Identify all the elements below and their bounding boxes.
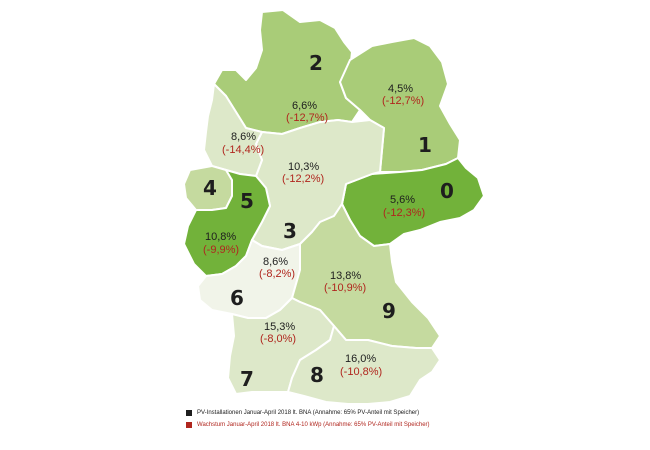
region-8-growth: (-10,8%) [340,366,382,378]
region-0-growth: (-12,3%) [383,207,425,219]
region-2-number: 2 [309,51,323,75]
region-6-number: 6 [230,286,244,310]
region-3-share: 10,3% [288,161,319,173]
region-1-growth: (-12,7%) [382,95,424,107]
region-0-number: 0 [440,179,454,203]
legend-item-installations: PV-Installationen Januar-April 2018 lt. … [186,410,419,416]
region-1-number: 1 [418,133,432,157]
region-2-share: 6,6% [292,100,317,112]
region-9-number: 9 [382,299,396,323]
legend-label-installations: PV-Installationen Januar-April 2018 lt. … [197,410,420,416]
legend-red-swatch [186,422,192,428]
region-7-share: 15,3% [264,321,295,333]
region-3-number: 3 [283,219,297,243]
region-8 [287,325,441,405]
region-6-share: 8,6% [263,256,288,268]
region-8-number: 8 [310,363,324,387]
region-7-number: 7 [240,367,254,391]
region-3-growth: (-12,2%) [282,173,324,185]
region-7-growth: (-8,0%) [260,333,296,345]
region-8-share: 16,0% [345,353,376,365]
region-5-growth: (-9,9%) [203,244,239,256]
legend-item-growth: Wachstum Januar-April 2018 lt. BNA 4-10 … [186,422,430,428]
legend-black-swatch [186,410,192,416]
legend-label-growth: Wachstum Januar-April 2018 lt. BNA 4-10 … [197,422,430,428]
region-nw-growth: (-14,4%) [222,144,264,156]
region-nw-share: 8,6% [231,131,256,143]
region-9-share: 13,8% [330,270,361,282]
region-1-share: 4,5% [388,83,413,95]
region-0-share: 5,6% [390,194,415,206]
region-6-growth: (-8,2%) [259,268,295,280]
region-4-number: 4 [203,176,217,200]
region-9-growth: (-10,9%) [324,282,366,294]
region-2-growth: (-12,7%) [286,112,328,124]
region-5-number: 5 [240,189,254,213]
region-5-share: 10,8% [205,231,236,243]
